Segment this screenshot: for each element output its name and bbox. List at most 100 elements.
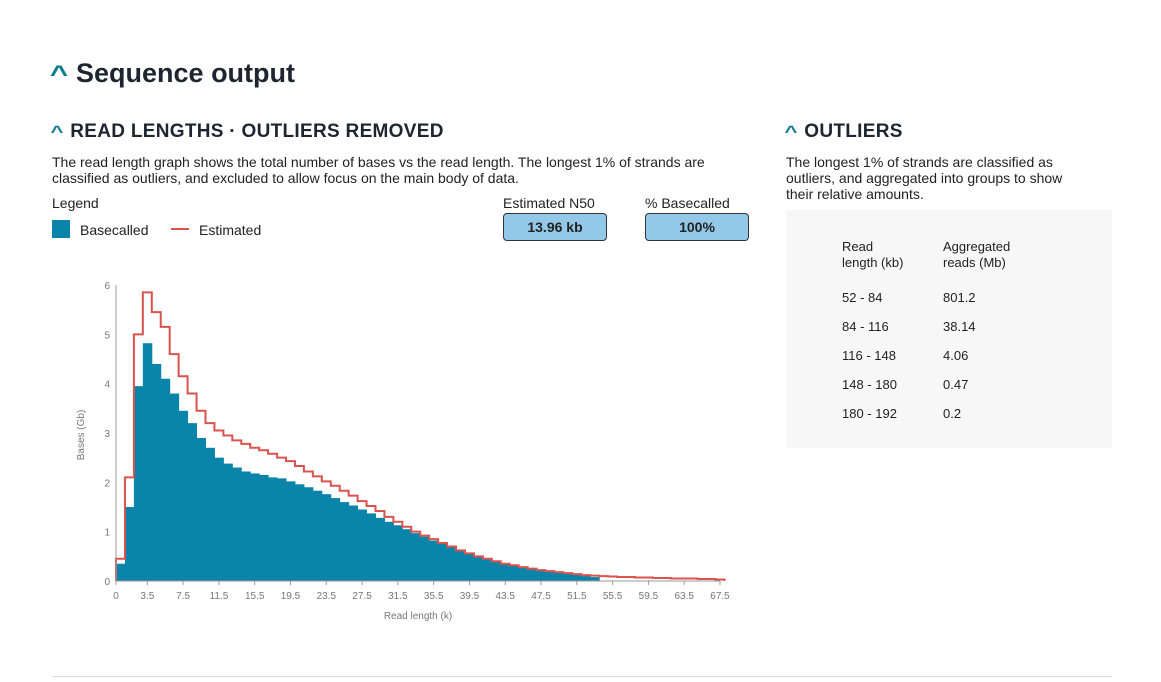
read-lengths-title: READ LENGTHS · OUTLIERS REMOVED xyxy=(70,121,444,142)
x-tick-label: 51.5 xyxy=(567,591,587,602)
x-tick-label: 0 xyxy=(113,591,119,602)
x-tick-label: 55.5 xyxy=(603,591,623,602)
read-length-cell: 52 - 84 xyxy=(842,290,883,305)
histogram-bar xyxy=(223,463,233,581)
histogram-bar xyxy=(500,563,511,581)
column-header-aggregated: Aggregated reads (Mb) xyxy=(943,239,1010,271)
x-tick-label: 23.5 xyxy=(317,591,337,602)
histogram-bar xyxy=(133,386,144,581)
histogram-bar xyxy=(303,487,314,581)
basecalled-value: 100% xyxy=(645,213,749,241)
histogram-bar xyxy=(124,507,135,581)
aggregated-reads-cell: 4.06 xyxy=(943,348,969,363)
histogram-bar xyxy=(169,393,180,581)
y-tick-label: 2 xyxy=(104,478,110,489)
section-header-sequence-output[interactable]: ^ Sequence output xyxy=(49,58,296,89)
x-tick-label: 3.5 xyxy=(140,591,154,602)
histogram-bar xyxy=(447,547,457,581)
header-line: Aggregated xyxy=(943,239,1011,254)
histogram-bar xyxy=(294,484,305,581)
legend-basecalled: Basecalled xyxy=(80,222,149,238)
histogram-bar xyxy=(375,517,385,581)
histogram-bar xyxy=(142,343,153,581)
aggregated-reads-cell: 38.14 xyxy=(943,319,976,334)
column-header-read-length: Read length (kb) xyxy=(842,239,903,271)
x-tick-label: 63.5 xyxy=(674,591,694,602)
histogram-bar xyxy=(384,521,394,581)
histogram-bar xyxy=(241,471,251,581)
x-tick-label: 31.5 xyxy=(388,591,408,602)
aggregated-reads-cell: 0.47 xyxy=(943,377,969,392)
divider xyxy=(52,676,1112,677)
x-tick-label: 15.5 xyxy=(245,591,265,602)
desc-line: outliers, and aggregated into groups to … xyxy=(786,170,1063,186)
x-tick-label: 47.5 xyxy=(531,591,551,602)
histogram-bar xyxy=(339,502,350,581)
histogram-bar xyxy=(491,561,502,581)
histogram-bar xyxy=(366,513,376,581)
histogram-bar xyxy=(456,550,466,581)
histogram-bar xyxy=(348,505,359,581)
histogram-bar xyxy=(205,447,215,581)
histogram-bar xyxy=(527,568,538,581)
histogram-bar xyxy=(536,570,547,581)
read-length-cell: 148 - 180 xyxy=(842,377,897,392)
desc-line: their relative amounts. xyxy=(786,186,924,202)
page-title: Sequence output xyxy=(76,58,296,88)
histogram-bar xyxy=(420,536,430,581)
histogram-bar xyxy=(572,574,582,581)
x-tick-label: 11.5 xyxy=(210,591,229,602)
read-length-cell: 84 - 116 xyxy=(842,319,889,334)
histogram-bar xyxy=(357,509,368,581)
outliers-header[interactable]: ^ OUTLIERS xyxy=(784,121,903,143)
chevron-up-icon[interactable]: ^ xyxy=(784,122,798,141)
x-axis-label: Read length (k) xyxy=(384,611,452,622)
x-tick-label: 35.5 xyxy=(424,591,444,602)
n50-label: Estimated N50 xyxy=(503,195,595,211)
outliers-title: OUTLIERS xyxy=(804,121,903,142)
read-length-chart: 0 1 2 3 4 5 6 0 3.5 7.5 11.5 15.5 19.5 23.5 27.5 31.5 35… xyxy=(76,281,730,622)
histogram-bar xyxy=(330,498,341,581)
chevron-up-icon[interactable]: ^ xyxy=(50,122,64,141)
legend-line-estimated xyxy=(171,228,189,230)
histogram-bar xyxy=(116,563,126,581)
histogram-bar xyxy=(438,544,448,581)
histogram-bar xyxy=(277,478,287,581)
y-tick-label: 6 xyxy=(104,281,110,292)
legend-label: Legend xyxy=(52,195,99,211)
chevron-up-icon[interactable]: ^ xyxy=(49,61,69,88)
histogram-bar xyxy=(518,567,529,581)
legend-estimated: Estimated xyxy=(199,222,262,238)
read-length-cell: 180 - 192 xyxy=(842,406,897,421)
histogram-bar xyxy=(429,540,439,581)
desc-line: The read length graph shows the total nu… xyxy=(52,154,705,170)
read-lengths-header[interactable]: ^ READ LENGTHS · OUTLIERS REMOVED xyxy=(50,121,444,143)
histogram-bar xyxy=(160,378,171,581)
histogram-bar xyxy=(312,490,323,581)
x-tick-label: 43.5 xyxy=(496,591,516,602)
x-tick-label: 7.5 xyxy=(176,591,190,602)
outliers-description: The longest 1% of strands are classified… xyxy=(786,154,1062,202)
header-line: length (kb) xyxy=(842,255,904,270)
y-tick-label: 4 xyxy=(104,380,110,391)
x-tick-label: 59.5 xyxy=(639,591,659,602)
histogram-bar xyxy=(196,437,206,581)
desc-line: The longest 1% of strands are classified… xyxy=(786,154,1053,170)
histogram-bar xyxy=(581,576,591,581)
histogram-bar xyxy=(509,565,520,581)
header-line: Read xyxy=(842,239,874,254)
histogram-bar xyxy=(563,573,573,581)
basecalled-label: % Basecalled xyxy=(645,195,730,211)
histogram-bar xyxy=(545,571,555,581)
y-tick-label: 5 xyxy=(104,330,110,341)
histogram-bar xyxy=(214,457,224,581)
histogram-bar xyxy=(482,558,493,581)
histogram-bar xyxy=(268,477,278,581)
histogram-bar xyxy=(250,473,260,581)
histogram-bar xyxy=(178,410,189,581)
outliers-table: Read length (kb) Aggregated reads (Mb) 52 … xyxy=(786,210,1112,448)
histogram-bar xyxy=(232,467,242,581)
n50-value: 13.96 kb xyxy=(503,213,607,241)
histogram-bar xyxy=(411,533,421,581)
